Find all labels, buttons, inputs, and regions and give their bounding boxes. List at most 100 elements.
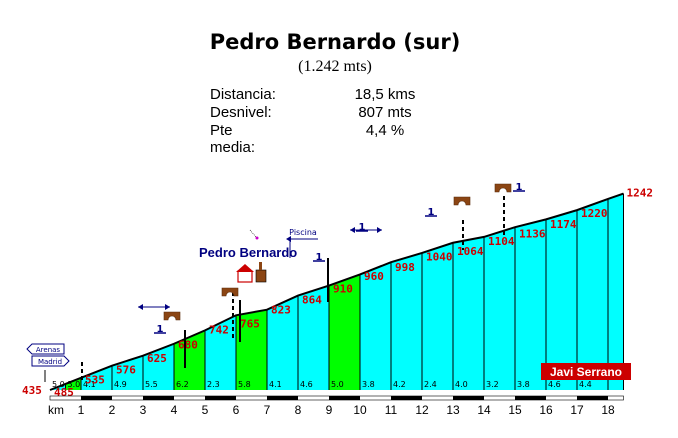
church-icon xyxy=(255,269,267,283)
slope-label: 5.0 xyxy=(52,380,65,389)
x-tick-label: 18 xyxy=(601,403,615,417)
axis-bar-block xyxy=(577,396,608,400)
slope-label: 5.0 xyxy=(68,380,81,389)
x-axis: km 1 2 3 4 5 6 7 8 9 10 11 12 13 14 15 16 17 18 xyxy=(48,395,624,417)
axis-bar-block xyxy=(81,396,112,400)
x-tick-label: 4 xyxy=(171,403,178,417)
elevation-label: 1136 xyxy=(519,227,546,240)
segment-fill xyxy=(329,274,360,390)
x-tick-label: 7 xyxy=(264,403,271,417)
tunnel-icon xyxy=(163,311,181,321)
x-tick-label: 10 xyxy=(353,403,367,417)
elevation-label: 910 xyxy=(333,282,353,295)
x-tick-label: 6 xyxy=(233,403,240,417)
road-sign-label: Madrid xyxy=(38,358,62,366)
slope-label: 5.5 xyxy=(145,380,158,389)
elevation-label: 1242 xyxy=(627,187,654,200)
elevation-label: 535 xyxy=(85,374,105,387)
axis-bar-block xyxy=(267,396,298,400)
segment-fill xyxy=(143,343,174,390)
segment-fills xyxy=(50,193,624,390)
elevation-label: 765 xyxy=(240,318,260,331)
segment-fill xyxy=(267,295,298,390)
segment-fill xyxy=(391,252,422,390)
route-marker-label: 1 xyxy=(516,182,523,193)
route-marker-label: 1 xyxy=(359,222,366,233)
elevation-label: 1174 xyxy=(550,218,577,231)
slope-label: 5.8 xyxy=(238,380,251,389)
elevation-label: 1220 xyxy=(581,207,608,220)
slope-label: 4.0 xyxy=(455,380,468,389)
segment-fill xyxy=(515,219,546,390)
x-tick-label: 12 xyxy=(415,403,429,417)
axis-bar-block xyxy=(515,396,546,400)
elevation-label: 1104 xyxy=(488,235,515,248)
road-sign-arenas xyxy=(26,343,65,355)
elevation-label: 823 xyxy=(271,304,291,317)
segment-fill xyxy=(360,262,391,390)
axis-bar-block xyxy=(143,396,174,400)
piscina-label: Piscina xyxy=(289,228,317,237)
road-sign-label: Arenas xyxy=(36,346,61,354)
x-tick-label: 17 xyxy=(570,403,584,417)
x-tick-label: 11 xyxy=(385,403,398,417)
elevation-label: 625 xyxy=(147,352,167,365)
slope-label: 3.8 xyxy=(362,380,375,389)
route-marker-label: 1 xyxy=(157,324,164,335)
x-tick-label: 1 xyxy=(78,403,85,417)
junction-arrow-head xyxy=(350,227,355,233)
segment-fill xyxy=(422,242,453,390)
route-marker-label: 1 xyxy=(316,252,323,263)
elevation-label: 485 xyxy=(54,386,74,399)
axis-bar-block xyxy=(329,396,360,400)
slope-label: 5.0 xyxy=(331,380,344,389)
road-sign-madrid xyxy=(31,355,70,367)
elevation-label: 1064 xyxy=(457,245,484,258)
elevation-label: 864 xyxy=(302,294,322,307)
slope-label: 4.6 xyxy=(548,380,561,389)
slope-label: 4.4 xyxy=(579,380,592,389)
house-icon xyxy=(237,270,253,283)
x-tick-label: 13 xyxy=(446,403,460,417)
segment-fill xyxy=(453,236,484,390)
chart-annotations: Arenas Madrid Piscina Pedro Bernardo 1 1 1 1 1 Ja… xyxy=(26,182,631,382)
segment-fill xyxy=(205,315,236,390)
author-label: Javi Serrano xyxy=(550,365,622,379)
x-tick-label: 2 xyxy=(109,403,116,417)
segment-fill xyxy=(174,330,205,390)
x-tick-label: 14 xyxy=(477,403,491,417)
x-axis-unit: km xyxy=(48,403,64,417)
x-tick-label: 3 xyxy=(140,403,147,417)
village-pointer xyxy=(249,229,257,238)
km-dividers xyxy=(65,193,624,390)
axis-bar-block xyxy=(205,396,236,400)
slope-label: 4.2 xyxy=(393,380,406,389)
elevation-label: 576 xyxy=(116,364,136,377)
segment-fill xyxy=(608,193,624,390)
route-marker-label: 1 xyxy=(428,207,435,218)
tunnel-icon xyxy=(494,183,512,193)
piscina-arrow-head xyxy=(286,236,291,242)
segment-fill xyxy=(236,309,267,390)
segment-fill xyxy=(112,355,143,390)
tunnel-icon xyxy=(453,196,471,206)
house-roof-icon xyxy=(236,264,254,272)
slope-label: 4.1 xyxy=(83,380,96,389)
slope-label: 4.9 xyxy=(114,380,127,389)
slope-label: 6.2 xyxy=(176,380,189,389)
segment-fill xyxy=(81,365,112,390)
tunnel-icon xyxy=(221,287,239,297)
elevation-labels: 435 485 535 576 625 680 742 765 823 864 910 960 998 1… xyxy=(22,187,653,399)
slope-label: 4.6 xyxy=(300,380,313,389)
slope-label: 4.1 xyxy=(269,380,282,389)
junction-arrow-head xyxy=(165,304,170,310)
slope-label: 3.2 xyxy=(486,380,499,389)
x-tick-label: 5 xyxy=(202,403,209,417)
segment-fill xyxy=(577,198,608,390)
axis-bar-block xyxy=(391,396,422,400)
slope-labels: 5.0 5.0 4.1 4.9 5.5 6.2 2.3 5.8 4.1 4.6 5.0 3.8 4.2 2… xyxy=(52,380,592,389)
axis-bar-block xyxy=(453,396,484,400)
elevation-label: 742 xyxy=(209,323,229,336)
segment-fill xyxy=(65,377,81,390)
